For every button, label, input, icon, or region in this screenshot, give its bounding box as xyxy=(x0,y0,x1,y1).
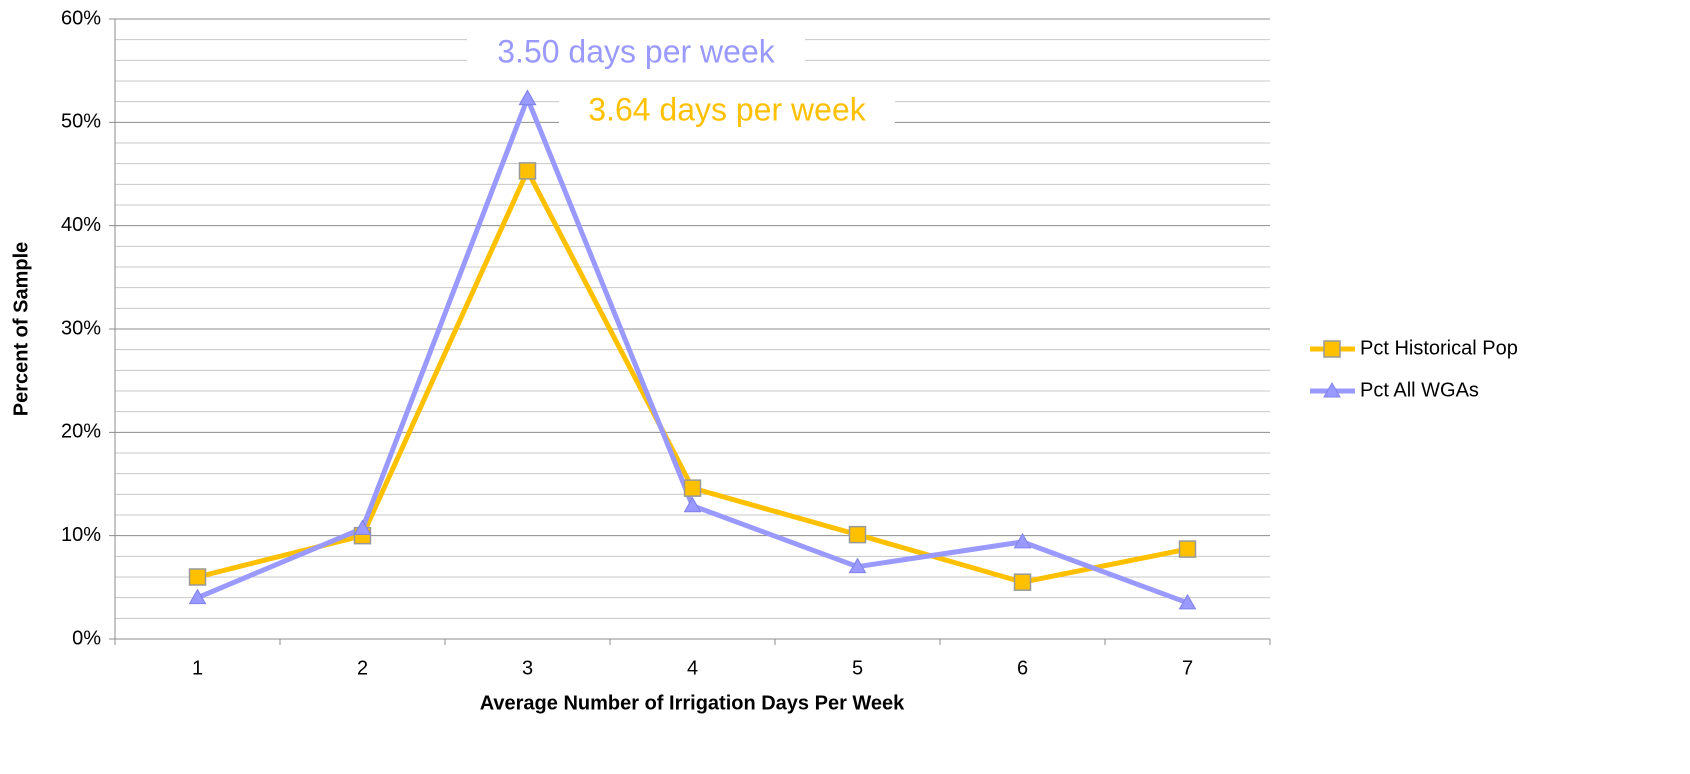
x-tick-label: 1 xyxy=(192,657,203,679)
marker xyxy=(1323,340,1341,358)
y-tick-label: 20% xyxy=(61,421,101,443)
y-tick-label: 50% xyxy=(61,111,101,133)
annotation: 3.50 days per week xyxy=(497,33,776,69)
annotation-box xyxy=(559,89,895,133)
x-tick-label: 5 xyxy=(852,657,863,679)
legend-label: Pct Historical Pop xyxy=(1360,337,1518,359)
marker xyxy=(518,89,537,106)
marker xyxy=(848,525,867,544)
x-axis-title: Average Number of Irrigation Days Per We… xyxy=(480,692,905,714)
annotation-box xyxy=(467,29,805,77)
y-tick-label: 30% xyxy=(61,317,101,339)
x-tick-label: 6 xyxy=(1017,657,1028,679)
y-tick-label: 10% xyxy=(61,524,101,546)
x-tick-label: 4 xyxy=(687,657,698,679)
y-tick-label: 40% xyxy=(61,214,101,236)
series-line xyxy=(196,96,1189,606)
annotation: 3.64 days per week xyxy=(588,91,867,127)
marker xyxy=(848,557,867,574)
marker xyxy=(1013,573,1032,591)
marker xyxy=(1013,532,1032,549)
marker xyxy=(683,479,702,497)
series-line xyxy=(196,168,1188,585)
marker xyxy=(1178,593,1197,610)
x-tick-label: 3 xyxy=(522,657,533,679)
marker xyxy=(353,519,372,535)
marker xyxy=(1178,540,1197,558)
x-tick-label: 7 xyxy=(1182,657,1193,679)
legend-label: Pct All WGAs xyxy=(1360,379,1479,401)
marker xyxy=(188,588,207,605)
y-tick-label: 0% xyxy=(72,627,101,649)
marker xyxy=(188,568,207,586)
marker xyxy=(683,496,702,513)
y-axis-title: Percent of Sample xyxy=(10,242,32,417)
marker xyxy=(518,162,537,180)
marker xyxy=(1323,381,1341,398)
x-tick-label: 2 xyxy=(357,657,368,679)
y-tick-label: 60% xyxy=(61,7,101,29)
